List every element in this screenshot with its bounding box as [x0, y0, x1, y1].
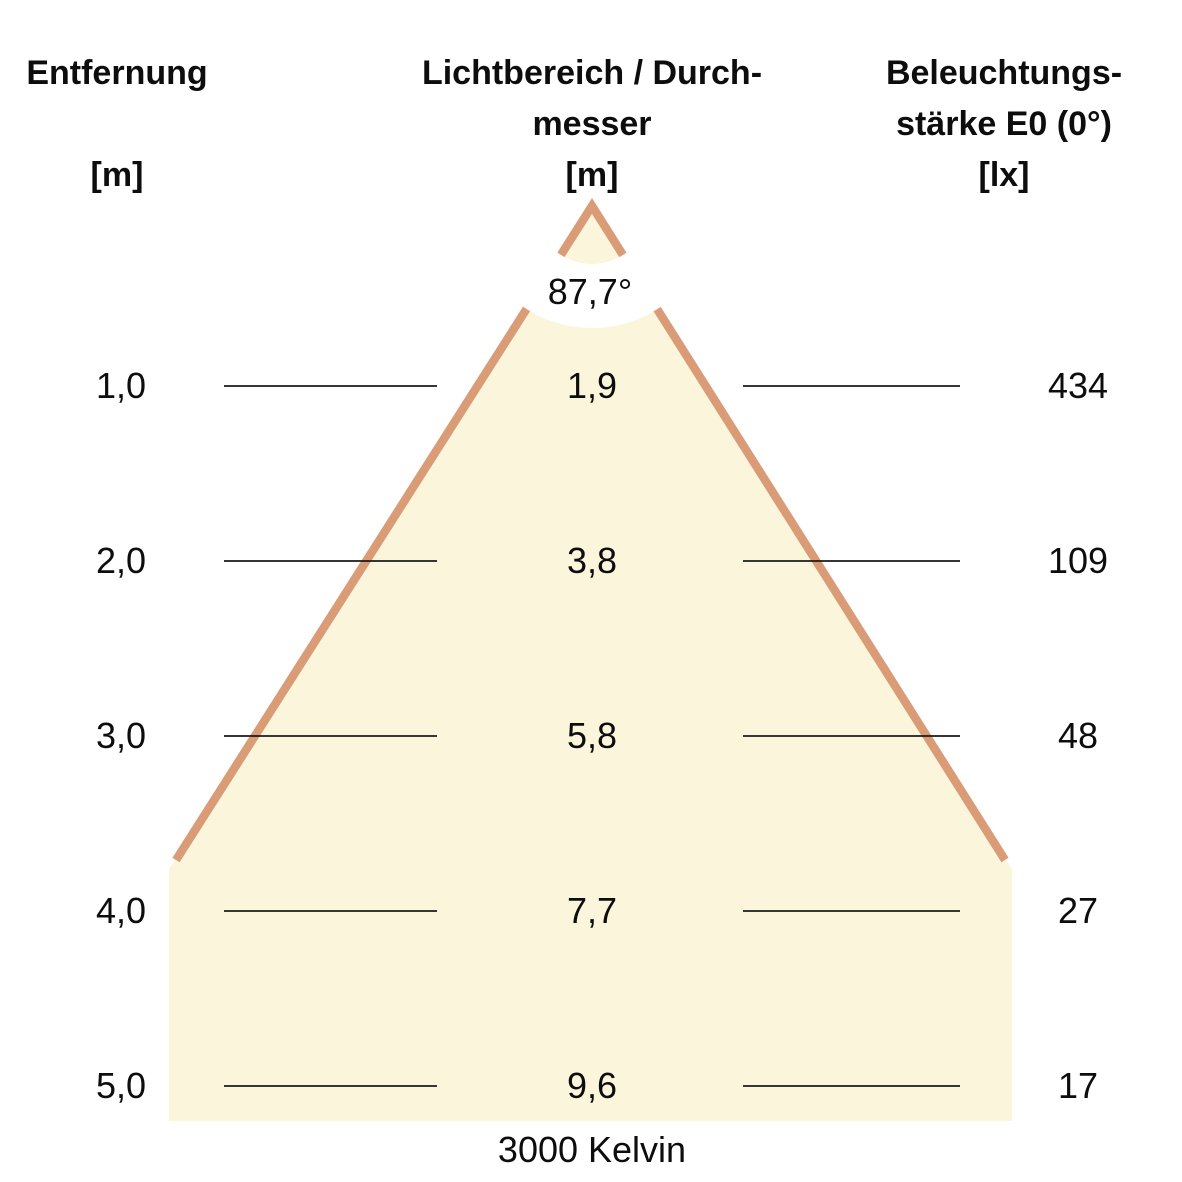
column-header-distance: Entfernung: [26, 54, 208, 92]
diameter-value-row2: 3,8: [566, 540, 618, 581]
cone-fill: [169, 206, 1012, 1121]
cone-outline: [172, 198, 1009, 863]
column-header-diameter-unit: [m]: [565, 156, 619, 194]
illuminance-value-row4: 27: [1057, 890, 1099, 931]
distance-value-row4: 4,0: [95, 890, 147, 931]
distance-value-row5: 5,0: [95, 1065, 147, 1106]
diameter-value-row1: 1,9: [566, 365, 618, 406]
beam-angle-label: 87,7°: [547, 271, 633, 312]
diameter-value-row5: 9,6: [566, 1065, 618, 1106]
column-header-distance-unit: [m]: [90, 156, 144, 194]
distance-value-row3: 3,0: [95, 715, 147, 756]
column-header-diameter-line2: messer: [532, 105, 652, 143]
column-header-illuminance-line2: stärke E0 (0°): [896, 105, 1112, 143]
distance-value-row2: 2,0: [95, 540, 147, 581]
color-temperature-label: 3000 Kelvin: [497, 1129, 687, 1170]
diameter-value-row3: 5,8: [566, 715, 618, 756]
column-header-illuminance-unit: [lx]: [978, 156, 1030, 194]
column-header-diameter-line1: Lichtbereich / Durch-: [421, 54, 763, 92]
beam-angle-arc: [470, 84, 714, 328]
illuminance-value-row2: 109: [1047, 540, 1109, 581]
illuminance-value-row5: 17: [1057, 1065, 1099, 1106]
column-header-illuminance-line1: Beleuchtungs-: [885, 54, 1123, 92]
diameter-value-row4: 7,7: [566, 890, 618, 931]
illuminance-value-row1: 434: [1047, 365, 1109, 406]
distance-value-row1: 1,0: [95, 365, 147, 406]
illuminance-value-row3: 48: [1057, 715, 1099, 756]
